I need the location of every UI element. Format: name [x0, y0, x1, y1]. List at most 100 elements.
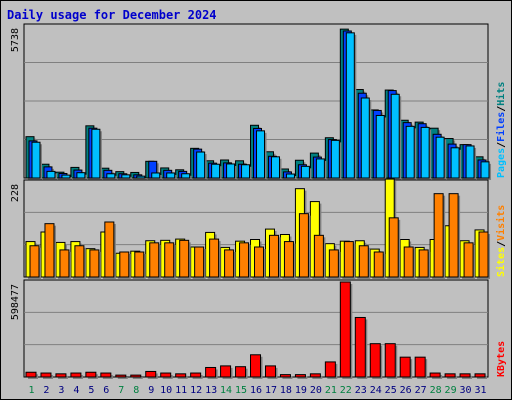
- usage-legend-separator: /: [496, 106, 507, 112]
- day-label-8: 8: [133, 385, 139, 396]
- usage-pages-bar-19: [300, 165, 312, 180]
- visits-visits-bar-16: [254, 246, 266, 279]
- kbytes-kbytes-bar-3: [55, 373, 68, 379]
- usage-legend-pages: Pages: [496, 148, 507, 178]
- usage-pages-bar-30: [465, 145, 477, 180]
- kbytes-ymax-label: 598477: [10, 284, 21, 320]
- day-label-3: 3: [58, 385, 64, 396]
- visits-visits-bar-31: [478, 231, 491, 279]
- kbytes-kbytes-bar-14: [220, 365, 233, 379]
- visits-visits-bar-18: [283, 241, 296, 279]
- usage-legend-separator: /: [496, 142, 507, 148]
- usage-pages-bar-4: [76, 172, 87, 180]
- kbytes-kbytes-bar-2: [40, 372, 53, 379]
- day-label-6: 6: [103, 385, 109, 396]
- usage-pages-bar-15: [241, 164, 252, 180]
- day-label-14: 14: [220, 385, 232, 396]
- usage-pages-bar-7: [121, 174, 132, 180]
- visits-visits-bar-7: [119, 251, 131, 279]
- day-label-9: 9: [148, 385, 154, 396]
- day-label-21: 21: [325, 385, 337, 396]
- usage-pages-bar-13: [211, 163, 222, 180]
- usage-pages-bar-5: [91, 128, 102, 180]
- day-label-24: 24: [370, 385, 382, 396]
- visits-visits-bar-26: [403, 246, 416, 279]
- visits-visits-bar-27: [418, 249, 431, 279]
- kbytes-kbytes-bar-8: [130, 374, 143, 379]
- usage-pages-bar-11: [181, 173, 192, 180]
- visits-visits-bar-17: [268, 234, 281, 279]
- visits-visits-bar-10: [164, 242, 176, 279]
- usage-pages-bar-23: [360, 97, 372, 180]
- day-label-4: 4: [73, 385, 79, 396]
- kbytes-kbytes-bar-30: [459, 373, 473, 379]
- visits-visits-bar-14: [224, 249, 236, 279]
- visits-visits-bar-25: [388, 217, 401, 279]
- kbytes-kbytes-bar-18: [279, 374, 293, 379]
- kbytes-kbytes-bar-7: [115, 374, 128, 379]
- usage-pages-bar-20: [315, 158, 327, 180]
- usage-pages-bar-17: [270, 156, 282, 180]
- usage-legend-files: Files: [495, 112, 507, 142]
- day-label-28: 28: [430, 385, 442, 396]
- visits-ymax-label: 228: [10, 184, 21, 202]
- kbytes-kbytes-bar-31: [474, 373, 488, 379]
- usage-legend: Pages/Files/Hits: [495, 82, 507, 178]
- day-label-25: 25: [385, 385, 397, 396]
- kbytes-kbytes-bar-11: [175, 373, 188, 379]
- kbytes-kbytes-bar-15: [235, 366, 248, 379]
- usage-pages-bar-9: [151, 172, 162, 180]
- kbytes-legend: KBytes: [496, 341, 507, 377]
- day-label-1: 1: [28, 385, 34, 396]
- kbytes-kbytes-bar-23: [354, 316, 368, 379]
- usage-pages-bar-12: [196, 151, 207, 180]
- usage-pages-bar-2: [46, 170, 57, 180]
- visits-visits-bar-2: [44, 223, 56, 279]
- kbytes-kbytes-bar-9: [145, 370, 158, 379]
- usage-pages-bar-18: [285, 173, 297, 180]
- usage-ymax-label: 5738: [10, 28, 21, 52]
- kbytes-kbytes-bar-26: [399, 356, 413, 379]
- day-label-30: 30: [460, 385, 472, 396]
- kbytes-kbytes-bar-6: [100, 372, 113, 379]
- day-label-23: 23: [355, 385, 367, 396]
- usage-pages-bar-24: [375, 114, 387, 180]
- visits-visits-bar-29: [448, 193, 461, 279]
- usage-pages-bar-1: [31, 141, 42, 180]
- visits-visits-bar-20: [313, 234, 326, 279]
- kbytes-kbytes-bar-20: [309, 373, 323, 379]
- kbytes-kbytes-bar-24: [369, 343, 383, 379]
- usage-pages-bar-21: [330, 139, 342, 180]
- visits-visits-bar-8: [134, 251, 146, 279]
- day-label-10: 10: [160, 385, 172, 396]
- visits-legend-sites: Sites: [495, 247, 507, 277]
- usage-pages-bar-6: [106, 173, 117, 180]
- visits-visits-bar-23: [358, 245, 371, 279]
- kbytes-kbytes-bar-4: [70, 372, 83, 379]
- day-label-22: 22: [340, 385, 352, 396]
- visits-visits-bar-21: [328, 249, 341, 279]
- visits-visits-bar-28: [433, 193, 446, 279]
- kbytes-kbytes-bar-16: [250, 354, 263, 379]
- visits-legend: Sites/Visits: [495, 205, 507, 277]
- kbytes-kbytes-bar-17: [264, 365, 278, 379]
- usage-pages-bar-10: [166, 172, 177, 180]
- day-label-15: 15: [235, 385, 247, 396]
- day-label-13: 13: [205, 385, 217, 396]
- kbytes-legend-kbytes: KBytes: [496, 341, 507, 377]
- visits-visits-bar-1: [29, 245, 41, 279]
- kbytes-kbytes-bar-27: [414, 356, 428, 379]
- kbytes-kbytes-bar-5: [85, 371, 98, 379]
- visits-visits-bar-4: [74, 245, 86, 279]
- usage-pages-bar-31: [480, 161, 492, 180]
- day-label-5: 5: [88, 385, 94, 396]
- usage-pages-bar-3: [61, 174, 72, 180]
- usage-pages-bar-25: [390, 93, 402, 180]
- kbytes-kbytes-bar-22: [339, 281, 353, 379]
- visits-visits-bar-24: [373, 251, 386, 279]
- usage-legend-hits: Hits: [495, 82, 507, 106]
- day-label-18: 18: [280, 385, 292, 396]
- visits-visits-bar-22: [343, 241, 356, 279]
- visits-visits-bar-30: [463, 242, 476, 279]
